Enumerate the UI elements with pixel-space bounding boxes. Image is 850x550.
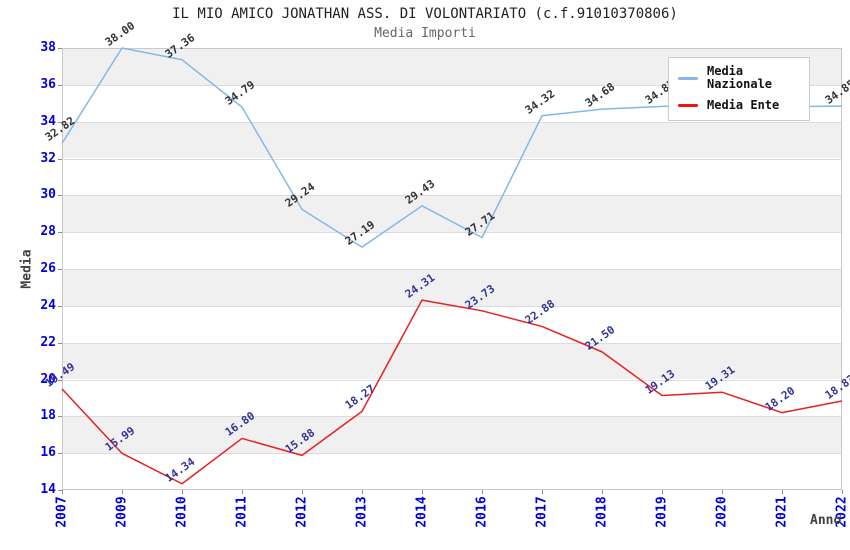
y-tick-label: 26 (40, 261, 56, 276)
y-tick-mark (58, 84, 62, 86)
y-tick-label: 14 (40, 482, 56, 497)
x-tick-mark (542, 490, 543, 494)
x-tick-mark (722, 490, 723, 494)
chart-title: IL MIO AMICO JONATHAN ASS. DI VOLONTARIA… (172, 6, 678, 22)
gridline (63, 269, 841, 270)
x-tick-mark (362, 490, 363, 494)
plot-band (63, 233, 841, 269)
gridline (63, 416, 841, 418)
x-tick-label: 2009 (114, 496, 130, 528)
plot-band (63, 417, 841, 454)
media-nazionale-swatch-icon (678, 76, 698, 80)
gridline (63, 305, 841, 307)
x-tick-mark (302, 490, 303, 494)
x-tick-label: 2019 (654, 496, 670, 528)
x-tick-label: 2014 (414, 496, 430, 528)
y-tick-mark (58, 232, 62, 234)
x-tick-mark (662, 490, 663, 494)
x-tick-label: 2013 (354, 496, 370, 528)
x-tick-label: 2011 (234, 496, 250, 528)
gridline (63, 195, 841, 197)
x-tick-label: 2012 (294, 496, 310, 528)
media-ente-swatch-icon (678, 104, 698, 107)
plot-band (63, 196, 841, 233)
x-tick-label: 2017 (534, 496, 550, 528)
gridline (63, 158, 841, 160)
y-tick-label: 32 (40, 150, 56, 166)
gridline (63, 232, 841, 234)
plot-band (63, 381, 841, 417)
y-tick-label: 36 (40, 76, 56, 92)
x-tick-label: 2020 (714, 496, 730, 528)
y-tick-label: 38 (40, 40, 56, 55)
x-tick-label: 2007 (54, 496, 70, 528)
plot-band (63, 160, 841, 196)
x-tick-label: 2018 (594, 496, 610, 528)
x-axis-title: Anno (810, 513, 842, 528)
y-tick-mark (58, 195, 62, 197)
y-tick-mark (58, 269, 62, 270)
y-tick-label: 18 (40, 408, 56, 424)
chart-subtitle: Media Importi (374, 26, 476, 41)
y-tick-label: 22 (40, 334, 56, 350)
y-tick-mark (58, 158, 62, 160)
plot-band (63, 270, 841, 306)
gridline (63, 342, 841, 344)
x-tick-mark (62, 490, 63, 494)
y-tick-mark (58, 48, 62, 49)
legend-label: Media Nazionale (707, 64, 773, 91)
x-tick-mark (122, 490, 123, 494)
y-tick-label: 20 (40, 371, 56, 387)
y-tick-mark (58, 453, 62, 455)
x-tick-label: 2021 (774, 496, 790, 528)
y-tick-mark (58, 305, 62, 307)
legend-item-media-ente[interactable]: Media Ente (678, 99, 800, 112)
x-tick-mark (482, 490, 483, 494)
legend-item-media-nazionale[interactable]: Media Nazionale (678, 65, 800, 91)
x-tick-mark (242, 490, 243, 494)
y-tick-mark (58, 416, 62, 418)
y-tick-label: 24 (40, 297, 56, 313)
y-tick-label: 16 (40, 445, 56, 461)
plot-band (63, 307, 841, 343)
y-tick-mark (58, 342, 62, 344)
x-tick-mark (602, 490, 603, 494)
x-tick-mark (782, 490, 783, 494)
y-tick-mark (58, 379, 62, 381)
y-tick-label: 28 (40, 224, 56, 240)
y-tick-label: 30 (40, 187, 56, 203)
x-tick-mark (422, 490, 423, 494)
legend-label: Media Ente (707, 98, 780, 112)
plot-band (63, 122, 841, 159)
y-tick-mark (58, 490, 62, 491)
legend: Media Nazionale Media Ente (668, 57, 810, 121)
y-tick-label: 34 (40, 113, 56, 129)
y-tick-mark (58, 121, 62, 123)
x-tick-mark (182, 490, 183, 494)
x-tick-mark (842, 490, 843, 494)
x-tick-label: 2016 (474, 496, 490, 528)
gridline (63, 121, 841, 123)
y-axis-title: Media (19, 249, 35, 289)
x-tick-label: 2010 (174, 496, 190, 528)
gridline (63, 453, 841, 455)
